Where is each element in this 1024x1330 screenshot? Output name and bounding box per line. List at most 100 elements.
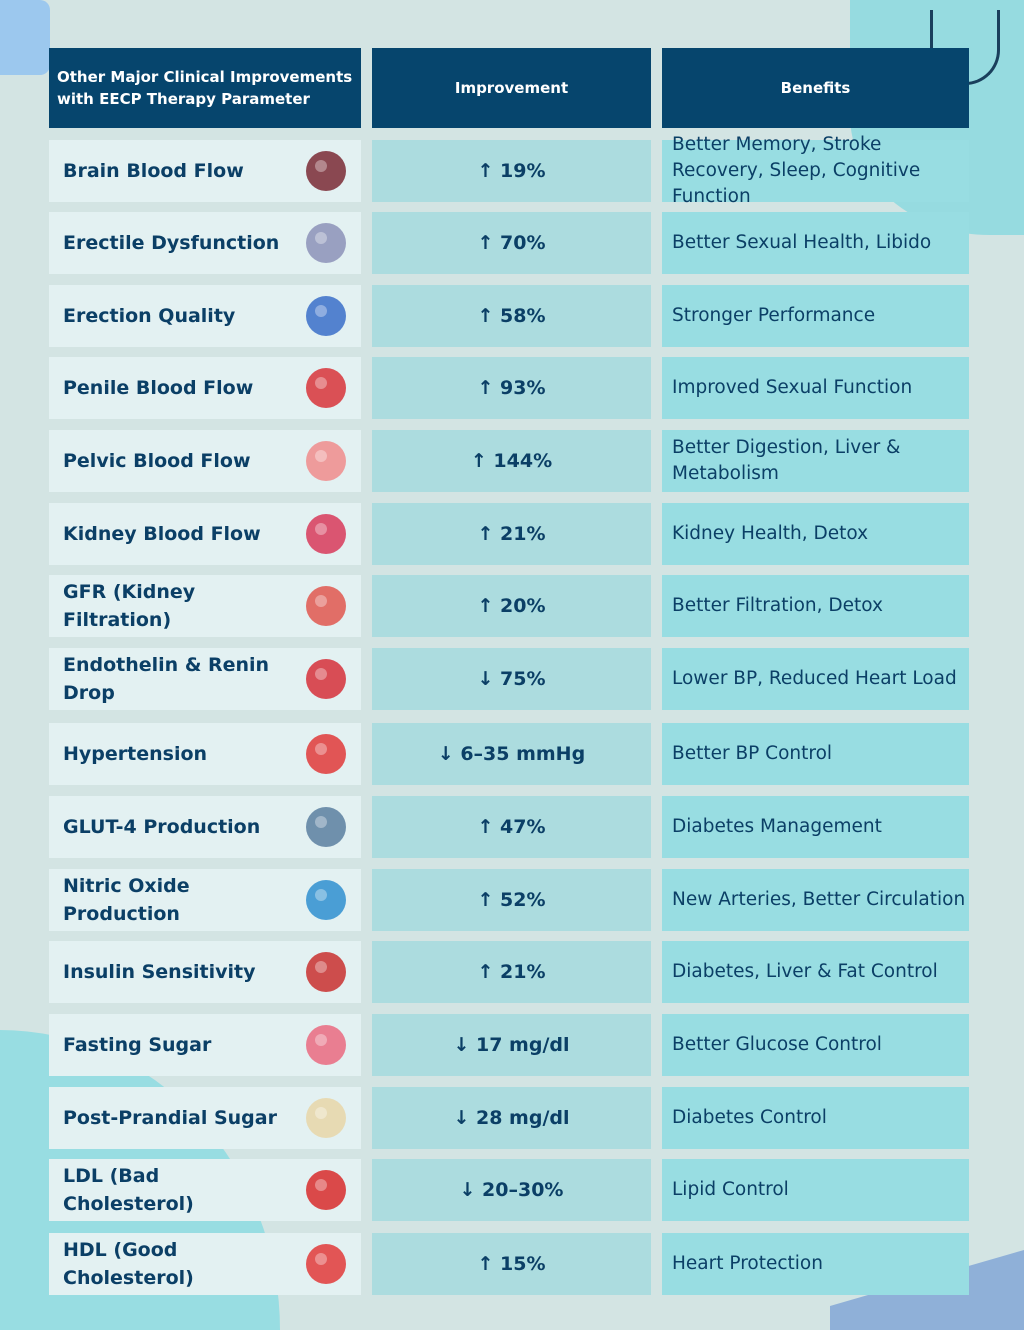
prostate-icon (306, 223, 346, 263)
parameter-label: Penile Blood Flow (63, 377, 254, 399)
benefits-cell: Kidney Health, Detox (662, 503, 969, 565)
benefits-text: Kidney Health, Detox (672, 523, 869, 544)
parameter-cell: GLUT-4 Production (49, 796, 361, 858)
parameter-label: Erection Quality (63, 305, 236, 327)
benefits-cell: Lipid Control (662, 1159, 969, 1221)
improvement-cell: ↑ 21% (372, 503, 651, 565)
table-row: GFR (Kidney Filtration) ↑ 20% Better Fil… (0, 575, 1024, 637)
improvement-value: ↑ 144% (470, 450, 553, 472)
parameter-label: Post-Prandial Sugar (63, 1107, 277, 1129)
parameter-cell: Nitric Oxide Production (49, 869, 361, 931)
sugar-cubes-icon (306, 1098, 346, 1138)
improvement-value: ↓ 75% (477, 668, 546, 690)
table-row: Penile Blood Flow ↑ 93% Improved Sexual … (0, 357, 1024, 419)
parameter-cell: Post-Prandial Sugar (49, 1087, 361, 1149)
table-row: Post-Prandial Sugar ↓ 28 mg/dl Diabetes … (0, 1087, 1024, 1149)
improvement-value: ↑ 58% (477, 305, 546, 327)
table-row: Fasting Sugar ↓ 17 mg/dl Better Glucose … (0, 1014, 1024, 1076)
benefits-text: Better Digestion, Liver & Metabolism (672, 437, 901, 484)
benefits-cell: Diabetes, Liver & Fat Control (662, 941, 969, 1003)
benefits-cell: Better Memory, Stroke Recovery, Sleep, C… (662, 134, 969, 207)
benefits-cell: Better Glucose Control (662, 1014, 969, 1076)
benefits-cell: Better Filtration, Detox (662, 575, 969, 637)
improvement-value: ↑ 19% (477, 160, 546, 182)
benefits-cell: Heart Protection (662, 1233, 969, 1295)
benefits-text: Better Sexual Health, Libido (672, 232, 932, 253)
improvement-cell: ↑ 15% (372, 1233, 651, 1295)
header-parameter: Other Major Clinical Improvements with E… (49, 48, 361, 128)
parameter-cell: Kidney Blood Flow (49, 503, 361, 565)
table-row: Insulin Sensitivity ↑ 21% Diabetes, Live… (0, 941, 1024, 1003)
device-icon (0, 0, 50, 75)
benefits-cell: Better Digestion, Liver & Metabolism (662, 430, 969, 492)
parameter-cell: Erectile Dysfunction (49, 212, 361, 274)
table-row: LDL (Bad Cholesterol) ↓ 20–30% Lipid Con… (0, 1159, 1024, 1221)
benefits-cell: Better BP Control (662, 723, 969, 785)
improvement-value: ↑ 20% (477, 595, 546, 617)
benefits-text: New Arteries, Better Circulation (672, 889, 966, 910)
parameter-cell: Pelvic Blood Flow (49, 430, 361, 492)
artery-icon (306, 1244, 346, 1284)
parameter-label: Erectile Dysfunction (63, 232, 280, 254)
benefits-text: Better Glucose Control (672, 1034, 882, 1055)
kidney-icon (306, 514, 346, 554)
parameter-cell: Hypertension (49, 723, 361, 785)
improvement-value: ↑ 21% (477, 523, 546, 545)
table-row: Erection Quality ↑ 58% Stronger Performa… (0, 285, 1024, 347)
table-row: Hypertension ↓ 6–35 mmHg Better BP Contr… (0, 723, 1024, 785)
parameter-cell: Brain Blood Flow (49, 140, 361, 202)
improvement-value: ↑ 15% (477, 1253, 546, 1275)
table-row: Kidney Blood Flow ↑ 21% Kidney Health, D… (0, 503, 1024, 565)
table-row: Erectile Dysfunction ↑ 70% Better Sexual… (0, 212, 1024, 274)
parameter-label: GFR (Kidney Filtration) (63, 581, 196, 631)
bladder-icon (306, 441, 346, 481)
benefits-cell: Lower BP, Reduced Heart Load (662, 648, 969, 710)
improvement-cell: ↓ 28 mg/dl (372, 1087, 651, 1149)
header-improvement: Improvement (372, 48, 651, 128)
improvement-cell: ↑ 47% (372, 796, 651, 858)
blood-drop-shield-icon (306, 952, 346, 992)
improvement-cell: ↓ 20–30% (372, 1159, 651, 1221)
improvement-value: ↑ 47% (477, 816, 546, 838)
benefits-text: Stronger Performance (672, 305, 876, 326)
table-row: Nitric Oxide Production ↑ 52% New Arteri… (0, 869, 1024, 931)
table-row: GLUT-4 Production ↑ 47% Diabetes Managem… (0, 796, 1024, 858)
parameter-label: Pelvic Blood Flow (63, 450, 251, 472)
parameter-cell: HDL (Good Cholesterol) (49, 1233, 361, 1295)
parameter-cell: Penile Blood Flow (49, 357, 361, 419)
improvement-value: ↓ 28 mg/dl (453, 1107, 570, 1129)
benefits-text: Diabetes Management (672, 816, 882, 837)
improvement-cell: ↑ 144% (372, 430, 651, 492)
improvement-cell: ↑ 20% (372, 575, 651, 637)
cell-icon (306, 659, 346, 699)
benefits-text: Lower BP, Reduced Heart Load (672, 668, 957, 689)
benefits-text: Lipid Control (672, 1179, 789, 1200)
gas-cylinder-icon (306, 880, 346, 920)
parameter-label: Insulin Sensitivity (63, 961, 256, 983)
parameter-label: Brain Blood Flow (63, 160, 244, 182)
improvement-cell: ↓ 75% (372, 648, 651, 710)
benefits-cell: Diabetes Management (662, 796, 969, 858)
brain-icon (306, 151, 346, 191)
table-row: HDL (Good Cholesterol) ↑ 15% Heart Prote… (0, 1233, 1024, 1295)
improvement-value: ↑ 21% (477, 961, 546, 983)
improvement-value: ↑ 93% (477, 377, 546, 399)
researcher-icon (306, 807, 346, 847)
improvement-cell: ↑ 21% (372, 941, 651, 1003)
parameter-label: Fasting Sugar (63, 1034, 212, 1056)
heart-artery-icon (306, 1170, 346, 1210)
parameter-label: LDL (Bad Cholesterol) (63, 1165, 194, 1215)
parameter-label: Kidney Blood Flow (63, 523, 261, 545)
table-row: Endothelin & Renin Drop ↓ 75% Lower BP, … (0, 648, 1024, 710)
benefits-text: Diabetes, Liver & Fat Control (672, 961, 938, 982)
benefits-text: Improved Sexual Function (672, 377, 913, 398)
benefits-cell: Better Sexual Health, Libido (662, 212, 969, 274)
parameter-cell: Erection Quality (49, 285, 361, 347)
improvement-cell: ↑ 19% (372, 140, 651, 202)
heart-icon (306, 368, 346, 408)
benefits-text: Better Filtration, Detox (672, 595, 883, 616)
parameter-cell: GFR (Kidney Filtration) (49, 575, 361, 637)
benefits-cell: Improved Sexual Function (662, 357, 969, 419)
table-row: Pelvic Blood Flow ↑ 144% Better Digestio… (0, 430, 1024, 492)
improvement-value: ↑ 70% (477, 232, 546, 254)
